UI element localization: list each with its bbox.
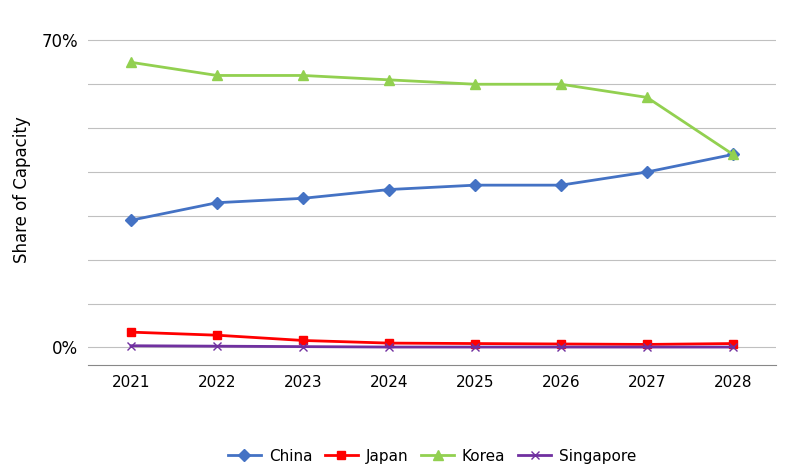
Line: Japan: Japan <box>127 328 737 349</box>
Japan <box>470 341 480 346</box>
China <box>556 183 566 188</box>
Singapore <box>212 344 222 349</box>
Korea <box>470 81 480 87</box>
Singapore <box>126 343 136 349</box>
Line: Korea: Korea <box>126 58 738 159</box>
China <box>470 183 480 188</box>
Singapore <box>470 344 480 350</box>
Singapore <box>556 344 566 350</box>
Korea <box>298 73 308 78</box>
China <box>384 187 394 192</box>
Korea <box>212 73 222 78</box>
Y-axis label: Share of Capacity: Share of Capacity <box>13 116 30 263</box>
Japan <box>556 341 566 347</box>
Singapore <box>728 344 738 350</box>
Singapore <box>642 344 652 350</box>
Korea <box>556 81 566 87</box>
China <box>298 196 308 201</box>
China <box>212 200 222 205</box>
Line: Singapore: Singapore <box>127 342 737 351</box>
Japan <box>642 342 652 347</box>
Japan <box>728 341 738 346</box>
Japan <box>212 332 222 338</box>
Korea <box>642 95 652 100</box>
Korea <box>384 77 394 83</box>
Singapore <box>384 344 394 350</box>
Line: China: China <box>127 150 737 225</box>
Korea <box>126 59 136 65</box>
Japan <box>298 338 308 344</box>
Legend: China, Japan, Korea, Singapore: China, Japan, Korea, Singapore <box>222 443 642 468</box>
Korea <box>728 152 738 157</box>
China <box>728 152 738 157</box>
China <box>126 218 136 223</box>
Japan <box>126 329 136 335</box>
Singapore <box>298 344 308 350</box>
Japan <box>384 340 394 346</box>
China <box>642 169 652 175</box>
